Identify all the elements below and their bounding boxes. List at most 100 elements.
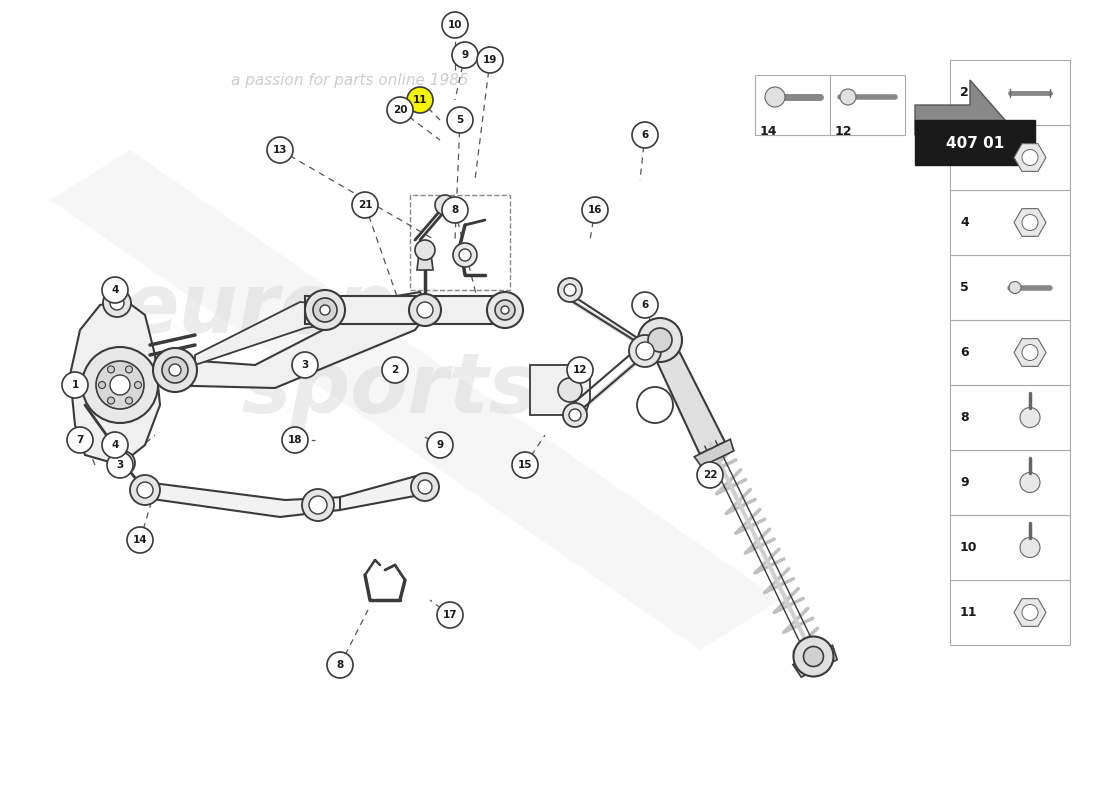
Bar [950,190,1070,255]
Circle shape [282,427,308,453]
Bar [950,450,1070,515]
Circle shape [102,277,128,303]
Circle shape [495,300,515,320]
Text: 14: 14 [133,535,147,545]
Circle shape [793,637,834,677]
Circle shape [126,527,153,553]
Polygon shape [649,334,725,454]
Circle shape [314,298,337,322]
Circle shape [382,357,408,383]
Circle shape [62,372,88,398]
Text: 14: 14 [760,125,778,138]
Circle shape [637,387,673,423]
Circle shape [352,192,378,218]
Circle shape [102,432,128,458]
Circle shape [434,195,455,215]
Text: 8: 8 [451,205,459,215]
Circle shape [110,375,130,395]
Polygon shape [1014,209,1046,236]
Bar [755,75,830,135]
Polygon shape [145,482,345,517]
Text: 3: 3 [960,151,969,164]
Text: 5: 5 [456,115,463,125]
Polygon shape [50,150,780,650]
Text: 20: 20 [393,105,407,115]
Circle shape [117,457,129,469]
Circle shape [447,107,473,133]
Text: 7: 7 [76,435,84,445]
Circle shape [134,382,142,389]
Text: 3: 3 [301,360,309,370]
Text: 8: 8 [960,411,969,424]
Circle shape [632,122,658,148]
Bar [950,125,1070,190]
Text: 15: 15 [518,460,532,470]
Circle shape [67,427,94,453]
Circle shape [452,42,478,68]
Text: 1: 1 [72,380,78,390]
Circle shape [442,12,468,38]
Polygon shape [340,475,430,510]
Text: 12: 12 [835,125,852,138]
Text: 4: 4 [111,440,119,450]
Circle shape [1022,605,1038,621]
Circle shape [292,352,318,378]
Text: 13: 13 [273,145,287,155]
Circle shape [1020,538,1040,558]
Polygon shape [305,296,508,324]
Circle shape [477,47,503,73]
Circle shape [840,89,856,105]
Circle shape [125,366,132,373]
Circle shape [803,646,824,666]
Circle shape [569,409,581,421]
Circle shape [636,342,654,360]
Polygon shape [417,245,433,270]
Circle shape [564,284,576,296]
Bar [950,385,1070,450]
Circle shape [103,289,131,317]
Circle shape [442,197,468,223]
Polygon shape [915,80,1005,160]
Bar [950,255,1070,320]
Bar [830,75,905,135]
Circle shape [427,432,453,458]
Circle shape [417,302,433,318]
Circle shape [138,482,153,498]
Circle shape [108,397,114,404]
Polygon shape [155,292,430,388]
Circle shape [407,87,433,113]
Text: 6: 6 [641,300,649,310]
Circle shape [82,347,158,423]
Circle shape [558,278,582,302]
Circle shape [169,364,182,376]
Circle shape [764,87,785,107]
Text: 16: 16 [587,205,603,215]
Bar [950,320,1070,385]
Circle shape [558,378,582,402]
Circle shape [162,357,188,383]
Circle shape [648,328,672,352]
Circle shape [1022,345,1038,361]
Circle shape [459,249,471,261]
Circle shape [415,240,434,260]
Bar [950,60,1070,125]
Polygon shape [1014,144,1046,171]
Circle shape [1009,282,1021,294]
Circle shape [99,382,106,389]
Text: a passion for parts online 1985: a passion for parts online 1985 [231,73,469,87]
Circle shape [153,348,197,392]
Bar [950,515,1070,580]
Text: sports: sports [241,350,539,430]
Circle shape [409,294,441,326]
Circle shape [110,296,124,310]
Circle shape [411,473,439,501]
Bar [915,120,1035,165]
Circle shape [96,361,144,409]
Circle shape [638,318,682,362]
Circle shape [500,306,509,314]
Bar [950,580,1070,645]
Text: europ: europ [123,270,397,350]
Circle shape [320,305,330,315]
Circle shape [1020,473,1040,493]
Text: 8: 8 [337,660,343,670]
